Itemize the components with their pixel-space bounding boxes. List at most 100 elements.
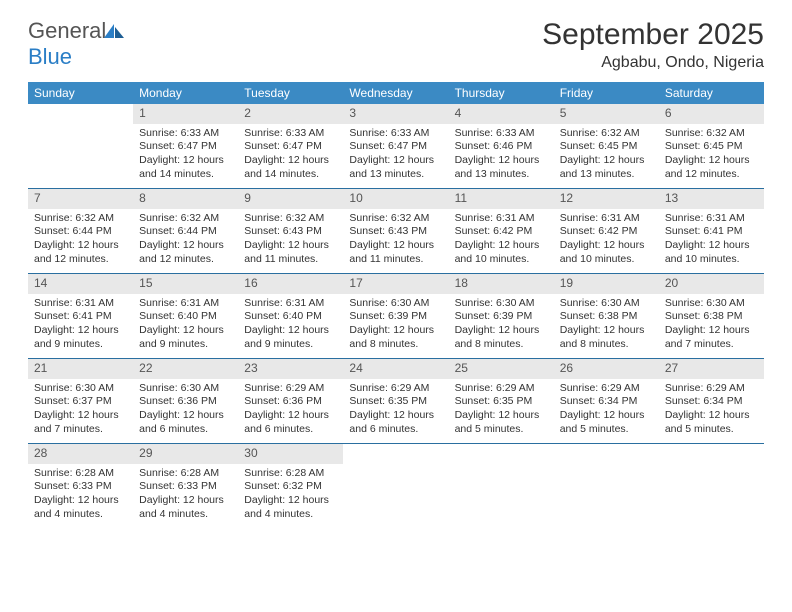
day-number: 28 [28, 444, 133, 464]
day-number: 3 [343, 104, 448, 124]
daylight-text: Daylight: 12 hours and 8 minutes. [455, 324, 548, 351]
sunset-text: Sunset: 6:41 PM [665, 225, 758, 239]
daylight-text: Daylight: 12 hours and 14 minutes. [139, 154, 232, 181]
daylight-text: Daylight: 12 hours and 7 minutes. [34, 409, 127, 436]
sunset-text: Sunset: 6:42 PM [560, 225, 653, 239]
daylight-text: Daylight: 12 hours and 4 minutes. [244, 494, 337, 521]
day-cell: 14Sunrise: 6:31 AMSunset: 6:41 PMDayligh… [28, 274, 133, 358]
day-body: Sunrise: 6:29 AMSunset: 6:35 PMDaylight:… [343, 379, 448, 440]
day-cell [343, 444, 448, 528]
day-cell: 6Sunrise: 6:32 AMSunset: 6:45 PMDaylight… [659, 104, 764, 188]
day-header: Friday [554, 82, 659, 104]
day-number: 27 [659, 359, 764, 379]
day-body: Sunrise: 6:32 AMSunset: 6:43 PMDaylight:… [343, 209, 448, 270]
day-body: Sunrise: 6:30 AMSunset: 6:36 PMDaylight:… [133, 379, 238, 440]
day-header: Saturday [659, 82, 764, 104]
day-header: Thursday [449, 82, 554, 104]
sunset-text: Sunset: 6:47 PM [244, 140, 337, 154]
sunset-text: Sunset: 6:37 PM [34, 395, 127, 409]
sunrise-text: Sunrise: 6:32 AM [139, 212, 232, 226]
day-body: Sunrise: 6:28 AMSunset: 6:33 PMDaylight:… [28, 464, 133, 525]
daylight-text: Daylight: 12 hours and 5 minutes. [455, 409, 548, 436]
day-number: 12 [554, 189, 659, 209]
sunset-text: Sunset: 6:33 PM [139, 480, 232, 494]
daylight-text: Daylight: 12 hours and 10 minutes. [455, 239, 548, 266]
day-number: 16 [238, 274, 343, 294]
day-number: 21 [28, 359, 133, 379]
day-number: 23 [238, 359, 343, 379]
sunrise-text: Sunrise: 6:30 AM [34, 382, 127, 396]
day-header: Sunday [28, 82, 133, 104]
day-header-row: SundayMondayTuesdayWednesdayThursdayFrid… [28, 82, 764, 104]
sunrise-text: Sunrise: 6:31 AM [560, 212, 653, 226]
day-number: 26 [554, 359, 659, 379]
day-body: Sunrise: 6:29 AMSunset: 6:34 PMDaylight:… [659, 379, 764, 440]
day-body: Sunrise: 6:31 AMSunset: 6:41 PMDaylight:… [28, 294, 133, 355]
daylight-text: Daylight: 12 hours and 5 minutes. [665, 409, 758, 436]
day-cell: 1Sunrise: 6:33 AMSunset: 6:47 PMDaylight… [133, 104, 238, 188]
day-body: Sunrise: 6:33 AMSunset: 6:47 PMDaylight:… [238, 124, 343, 185]
day-body: Sunrise: 6:32 AMSunset: 6:45 PMDaylight:… [659, 124, 764, 185]
day-body: Sunrise: 6:33 AMSunset: 6:47 PMDaylight:… [343, 124, 448, 185]
day-number: 15 [133, 274, 238, 294]
day-number: 19 [554, 274, 659, 294]
day-body: Sunrise: 6:28 AMSunset: 6:33 PMDaylight:… [133, 464, 238, 525]
day-cell: 16Sunrise: 6:31 AMSunset: 6:40 PMDayligh… [238, 274, 343, 358]
sunrise-text: Sunrise: 6:31 AM [34, 297, 127, 311]
day-number: 22 [133, 359, 238, 379]
day-number: 25 [449, 359, 554, 379]
day-body: Sunrise: 6:28 AMSunset: 6:32 PMDaylight:… [238, 464, 343, 525]
sunrise-text: Sunrise: 6:30 AM [560, 297, 653, 311]
daylight-text: Daylight: 12 hours and 6 minutes. [349, 409, 442, 436]
daylight-text: Daylight: 12 hours and 12 minutes. [665, 154, 758, 181]
sunset-text: Sunset: 6:45 PM [665, 140, 758, 154]
day-body: Sunrise: 6:31 AMSunset: 6:41 PMDaylight:… [659, 209, 764, 270]
day-cell: 9Sunrise: 6:32 AMSunset: 6:43 PMDaylight… [238, 189, 343, 273]
header: General Blue September 2025 Agbabu, Ondo… [28, 18, 764, 72]
sunset-text: Sunset: 6:40 PM [139, 310, 232, 324]
day-cell: 12Sunrise: 6:31 AMSunset: 6:42 PMDayligh… [554, 189, 659, 273]
sunrise-text: Sunrise: 6:31 AM [139, 297, 232, 311]
day-cell: 25Sunrise: 6:29 AMSunset: 6:35 PMDayligh… [449, 359, 554, 443]
logo: General Blue [28, 18, 124, 70]
day-cell: 28Sunrise: 6:28 AMSunset: 6:33 PMDayligh… [28, 444, 133, 528]
day-body: Sunrise: 6:31 AMSunset: 6:40 PMDaylight:… [133, 294, 238, 355]
sunrise-text: Sunrise: 6:30 AM [455, 297, 548, 311]
day-number: 2 [238, 104, 343, 124]
day-cell: 18Sunrise: 6:30 AMSunset: 6:39 PMDayligh… [449, 274, 554, 358]
week-row: 7Sunrise: 6:32 AMSunset: 6:44 PMDaylight… [28, 189, 764, 274]
day-cell: 13Sunrise: 6:31 AMSunset: 6:41 PMDayligh… [659, 189, 764, 273]
sunrise-text: Sunrise: 6:31 AM [455, 212, 548, 226]
day-body: Sunrise: 6:32 AMSunset: 6:44 PMDaylight:… [133, 209, 238, 270]
sunset-text: Sunset: 6:36 PM [244, 395, 337, 409]
sunrise-text: Sunrise: 6:28 AM [244, 467, 337, 481]
sunrise-text: Sunrise: 6:29 AM [244, 382, 337, 396]
day-body: Sunrise: 6:30 AMSunset: 6:38 PMDaylight:… [554, 294, 659, 355]
day-body: Sunrise: 6:29 AMSunset: 6:34 PMDaylight:… [554, 379, 659, 440]
day-body: Sunrise: 6:33 AMSunset: 6:47 PMDaylight:… [133, 124, 238, 185]
week-row: 14Sunrise: 6:31 AMSunset: 6:41 PMDayligh… [28, 274, 764, 359]
day-body: Sunrise: 6:29 AMSunset: 6:35 PMDaylight:… [449, 379, 554, 440]
day-cell: 15Sunrise: 6:31 AMSunset: 6:40 PMDayligh… [133, 274, 238, 358]
day-number: 8 [133, 189, 238, 209]
day-number: 17 [343, 274, 448, 294]
sunrise-text: Sunrise: 6:32 AM [560, 127, 653, 141]
day-body: Sunrise: 6:30 AMSunset: 6:37 PMDaylight:… [28, 379, 133, 440]
sunrise-text: Sunrise: 6:29 AM [349, 382, 442, 396]
sunrise-text: Sunrise: 6:31 AM [665, 212, 758, 226]
sunset-text: Sunset: 6:39 PM [349, 310, 442, 324]
sunset-text: Sunset: 6:36 PM [139, 395, 232, 409]
sunrise-text: Sunrise: 6:31 AM [244, 297, 337, 311]
day-cell [554, 444, 659, 528]
day-cell [659, 444, 764, 528]
day-number: 11 [449, 189, 554, 209]
day-cell: 10Sunrise: 6:32 AMSunset: 6:43 PMDayligh… [343, 189, 448, 273]
day-number: 1 [133, 104, 238, 124]
day-cell: 5Sunrise: 6:32 AMSunset: 6:45 PMDaylight… [554, 104, 659, 188]
sunset-text: Sunset: 6:38 PM [560, 310, 653, 324]
day-cell: 11Sunrise: 6:31 AMSunset: 6:42 PMDayligh… [449, 189, 554, 273]
daylight-text: Daylight: 12 hours and 7 minutes. [665, 324, 758, 351]
logo-text-1: General [28, 18, 106, 43]
day-number: 9 [238, 189, 343, 209]
week-row: 21Sunrise: 6:30 AMSunset: 6:37 PMDayligh… [28, 359, 764, 444]
